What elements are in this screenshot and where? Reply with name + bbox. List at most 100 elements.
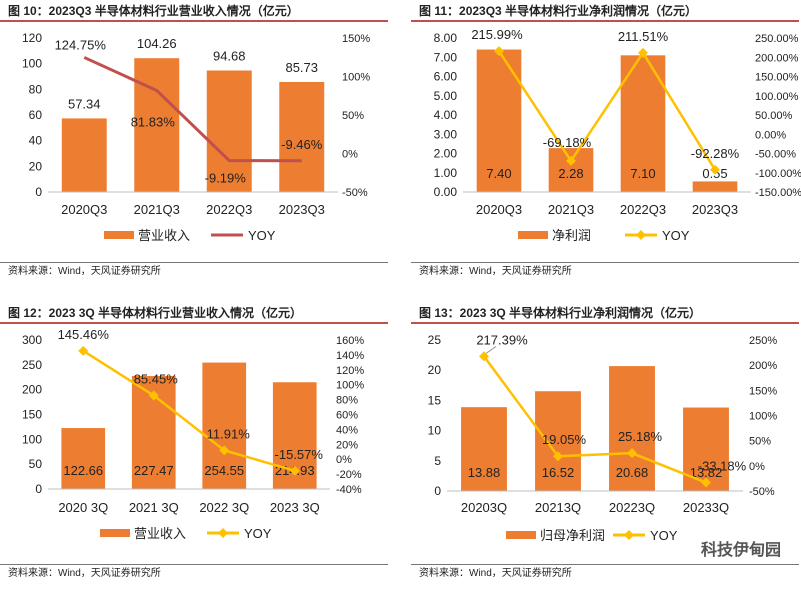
y-right-tick-label: -50% <box>749 486 775 498</box>
y-right-tick-label: 100% <box>336 380 364 392</box>
chart-panel-profit-2023q3: 图 11：2023Q3 半导体材料行业净利润情况（亿元） 0.00 1.00 2.0… <box>411 0 801 290</box>
yoy-value-label: -33.18% <box>698 459 747 474</box>
bar-value-label: 13.82 <box>690 465 723 480</box>
y-right-tick-label: 60% <box>336 410 358 422</box>
y-left-tick-label: 25 <box>428 333 442 347</box>
yoy-marker-2 <box>627 448 637 459</box>
bar-0 <box>61 428 106 489</box>
legend-bar-swatch <box>100 529 130 537</box>
y-right-tick-label: 0% <box>749 461 765 473</box>
y-left-tick-label: 8.00 <box>434 31 458 45</box>
yoy-marker-2 <box>219 445 230 456</box>
bar-1 <box>134 58 180 193</box>
yoy-value-label: 19.05% <box>542 432 587 447</box>
y-right-tick-label: 200.00% <box>755 52 799 64</box>
legend-bar-label: 归母净利润 <box>540 528 605 543</box>
y-right-tick-label: 100% <box>749 411 777 423</box>
y-right-tick-label: 50% <box>342 110 364 122</box>
yoy-line <box>482 355 707 484</box>
y-left-tick-label: 100 <box>22 432 42 446</box>
yoy-value-label: -15.57% <box>275 447 324 462</box>
category-label: 2021Q3 <box>134 202 180 217</box>
y-left-tick-label: 4.00 <box>434 108 458 122</box>
y-right-tick-label: 140% <box>336 350 364 362</box>
y-left-tick-label: 7.00 <box>434 50 458 64</box>
legend-bar-swatch <box>506 531 536 539</box>
y-right-tick-label: 0% <box>342 149 358 161</box>
y-left-tick-label: 120 <box>22 31 42 45</box>
bar-value-label: 7.40 <box>486 166 511 181</box>
category-label: 2022Q3 <box>206 202 252 217</box>
bar-value-label: 2.28 <box>558 166 583 181</box>
legend-bar-swatch <box>518 231 548 239</box>
y-left-tick-label: 0 <box>35 482 42 496</box>
y-left-tick-label: 0.00 <box>434 185 458 199</box>
category-label: 2023 3Q <box>270 500 320 515</box>
y-right-tick-label: 150% <box>342 33 370 45</box>
y-left-tick-label: 300 <box>22 333 42 347</box>
yoy-value-label: -92.28% <box>691 146 740 161</box>
y-right-tick-label: 50% <box>749 436 771 448</box>
yoy-value-label: 211.51% <box>618 29 669 44</box>
y-right-tick-label: -50% <box>342 187 368 199</box>
yoy-value-label: 25.18% <box>618 429 663 444</box>
bar-2 <box>609 366 655 491</box>
bar-3 <box>279 81 325 192</box>
y-right-tick-label: 120% <box>336 365 364 377</box>
y-right-tick-label: 80% <box>336 395 358 407</box>
y-left-tick-label: 40 <box>29 134 43 148</box>
yoy-value-label: 217.39% <box>476 332 528 347</box>
legend-line-marker <box>636 230 646 240</box>
y-right-tick-label: 40% <box>336 424 358 436</box>
y-left-tick-label: 3.00 <box>434 127 458 141</box>
chart-title: 图 13：2023 3Q 半导体材料行业净利润情况（亿元） <box>411 302 799 324</box>
legend-line-label: YOY <box>650 528 678 543</box>
y-left-tick-label: 6.00 <box>434 70 458 84</box>
y-right-tick-label: 100.00% <box>755 91 799 103</box>
yoy-marker-0 <box>494 46 504 57</box>
y-left-tick-label: 20 <box>428 363 442 377</box>
bar-2 <box>206 70 252 192</box>
chart-title: 图 12：2023 3Q 半导体材料行业营业收入情况（亿元） <box>0 302 388 324</box>
category-label: 2020Q3 <box>476 202 522 217</box>
y-right-tick-label: 50.00% <box>755 110 793 122</box>
chart-panel-revenue-3q: 图 12：2023 3Q 半导体材料行业营业收入情况（亿元） 0 50 100 150… <box>0 302 390 592</box>
y-right-tick-label: 200% <box>749 360 777 372</box>
chart-title: 图 10：2023Q3 半导体材料行业营业收入情况（亿元） <box>0 0 388 22</box>
y-left-tick-label: 0 <box>35 185 42 199</box>
yoy-value-label: 215.99% <box>471 27 523 42</box>
y-right-tick-label: 0.00% <box>755 129 786 141</box>
yoy-line <box>82 349 296 473</box>
y-left-tick-label: 80 <box>29 82 43 96</box>
legend-line-marker <box>624 530 634 540</box>
category-label: 20213Q <box>535 500 581 515</box>
y-left-tick-label: 250 <box>22 358 42 372</box>
bar-0 <box>61 118 107 192</box>
bar-value-label: 227.47 <box>134 463 174 478</box>
yoy-value-label: 145.46% <box>58 327 110 342</box>
category-label: 20203Q <box>461 500 507 515</box>
y-left-tick-label: 2.00 <box>434 147 458 161</box>
category-label: 20233Q <box>683 500 729 515</box>
bar-value-label: 7.10 <box>630 166 655 181</box>
bar-3 <box>692 181 738 192</box>
bar-value-label: 13.88 <box>468 465 501 480</box>
y-left-tick-label: 150 <box>22 408 42 422</box>
y-right-tick-label: 160% <box>336 335 364 347</box>
y-left-tick-label: 10 <box>428 424 442 438</box>
y-right-tick-label: 0% <box>336 454 352 466</box>
y-left-tick-label: 5.00 <box>434 89 458 103</box>
watermark-text: 科技伊甸园 <box>700 542 781 559</box>
y-left-tick-label: 5 <box>434 454 441 468</box>
y-right-tick-label: -100.00% <box>755 168 801 180</box>
category-label: 2021Q3 <box>548 202 594 217</box>
chart-panel-net-profit-3q: 图 13：2023 3Q 半导体材料行业净利润情况（亿元） 0 5 10 15 20 25… <box>411 302 801 592</box>
yoy-value-label: 81.83% <box>131 114 176 129</box>
yoy-line <box>497 50 717 171</box>
category-label: 2022 3Q <box>199 500 249 515</box>
chart-title: 图 11：2023Q3 半导体材料行业净利润情况（亿元） <box>411 0 799 22</box>
category-label: 2020 3Q <box>58 500 108 515</box>
chart-source: 资料来源：Wind，天风证券研究所 <box>411 262 799 280</box>
yoy-marker-1 <box>553 451 563 462</box>
y-left-tick-label: 200 <box>22 383 42 397</box>
